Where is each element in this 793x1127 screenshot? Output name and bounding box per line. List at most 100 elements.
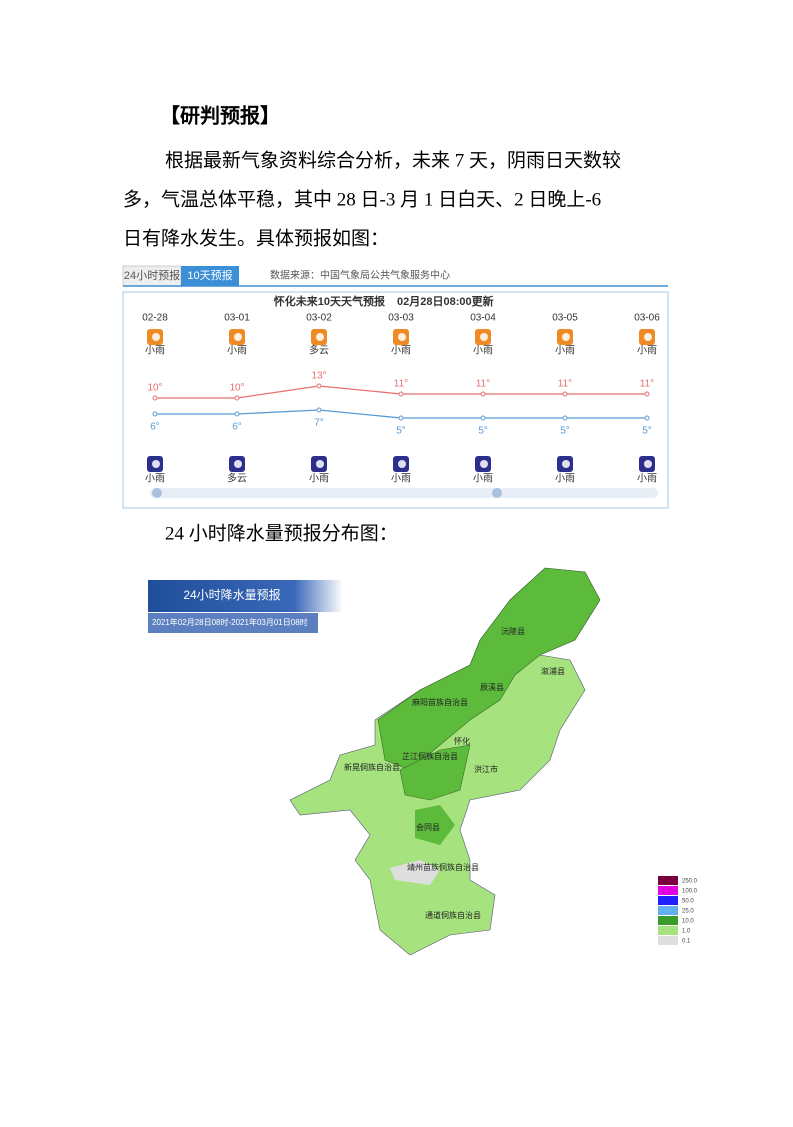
day-weather: 小雨: [391, 345, 411, 357]
place-label: 辰溪县: [480, 682, 504, 692]
place-label: 通道侗族自治县: [425, 910, 481, 920]
temp-point: [152, 411, 158, 417]
date: 03-04: [470, 313, 496, 324]
legend-label: 25.0: [682, 909, 694, 915]
place-label: 怀化: [454, 736, 470, 746]
icon-cloud: [316, 460, 324, 468]
legend-swatch: [658, 926, 678, 935]
map-area-dry: [390, 860, 440, 885]
date: 03-03: [388, 313, 414, 324]
tab-label[interactable]: 24小时预报: [124, 268, 180, 282]
temp-point: [316, 407, 322, 413]
legend-label: 50.0: [682, 899, 694, 905]
icon-cloud: [562, 460, 570, 468]
widget-title: 怀化未来10天天气预报: [274, 294, 386, 308]
icon-cloud: [152, 460, 160, 468]
legend-swatch: [658, 896, 678, 905]
place-label: 沅陵县: [501, 626, 525, 636]
map-legend: 250.0 100.0 50.0 25.0 10.0 1.0 0.1: [658, 876, 698, 945]
icon-cloud: [316, 333, 324, 341]
section-heading: 24 小时降水量预报分布图：: [165, 522, 398, 544]
map-regions: [289, 567, 601, 956]
tab-active[interactable]: [181, 266, 239, 286]
night-weather: 小雨: [473, 473, 493, 485]
legend-label: 250.0: [682, 879, 698, 885]
icon-cloud: [480, 333, 488, 341]
place-label: 麻阳苗族自治县: [412, 697, 468, 707]
temp-point: [644, 391, 650, 397]
temp-point: [234, 411, 240, 417]
temp-label: 10°: [147, 383, 162, 394]
temp-label: 5°: [560, 426, 570, 437]
paragraph-line: 多，气温总体平稳，其中 28 日-3 月 1 日白天、2 日晚上-6: [123, 188, 601, 210]
legend-swatch: [658, 936, 678, 945]
source: 数据来源：中国气象局公共气象服务中心: [270, 269, 450, 282]
scroll-handle[interactable]: [152, 488, 162, 498]
icon-cloud: [152, 333, 160, 341]
temp-label: 11°: [640, 379, 654, 390]
date: 02-28: [142, 313, 168, 324]
night-weather: 小雨: [637, 473, 657, 485]
map-subtitle: 2021年02月28日08时-2021年03月01日08时: [152, 617, 308, 627]
legend-swatch: [658, 906, 678, 915]
tab-label[interactable]: 10天预报: [187, 268, 232, 282]
night-weather: 多云: [227, 472, 247, 485]
place-label: 洪江市: [474, 764, 498, 774]
legend-label: 100.0: [682, 889, 698, 895]
scrollbar[interactable]: [150, 488, 658, 498]
temp-point: [480, 391, 486, 397]
day-weather: 小雨: [637, 345, 657, 357]
paragraph-line: 根据最新气象资料综合分析，未来 7 天，阴雨日天数较: [165, 149, 621, 171]
day-weather: 小雨: [227, 345, 247, 357]
day-weather: 小雨: [145, 345, 165, 357]
legend-swatch: [658, 886, 678, 895]
temp-label: 11°: [394, 379, 408, 390]
heading: 【研判预报】: [160, 104, 280, 128]
temp-label: 13°: [311, 371, 326, 382]
widget-updated: 02月28日08:00更新: [397, 294, 494, 308]
temp-point: [234, 395, 240, 401]
scroll-handle[interactable]: [492, 488, 502, 498]
temp-point: [152, 395, 158, 401]
map-banner: [148, 580, 343, 612]
temp-label: 5°: [478, 426, 488, 437]
place-label: 溆浦县: [541, 666, 565, 676]
legend-label: 1.0: [682, 929, 691, 935]
temp-point: [398, 415, 404, 421]
night-weather: 小雨: [145, 473, 165, 485]
temp-label: 10°: [229, 383, 244, 394]
temp-label: 7°: [314, 418, 324, 429]
night-weather: 小雨: [391, 473, 411, 485]
legend-label: 10.0: [682, 919, 694, 925]
legend-swatch: [658, 916, 678, 925]
place-label: 靖州苗族侗族自治县: [407, 862, 479, 872]
map-area-wet: [415, 805, 455, 845]
day-weather: 小雨: [473, 345, 493, 357]
map-area-wet: [377, 567, 601, 771]
map-title: 24小时降水量预报: [183, 587, 280, 602]
date: 03-02: [306, 313, 332, 324]
date: 03-01: [224, 313, 250, 324]
forecast-chart: 02-28小雨小雨03-01小雨多云03-02多云小雨03-03小雨小雨03-0…: [142, 313, 660, 485]
temp-point: [644, 415, 650, 421]
day-weather: 小雨: [555, 345, 575, 357]
legend-label: 0.1: [682, 939, 691, 945]
day-weather: 多云: [309, 344, 329, 357]
temp-point: [562, 391, 568, 397]
map-banner-sub: [148, 613, 318, 633]
temp-label: 5°: [642, 426, 652, 437]
icon-cloud: [398, 333, 406, 341]
temp-label: 6°: [232, 422, 242, 433]
temp-point: [398, 391, 404, 397]
temp-label: 5°: [396, 426, 406, 437]
widget-frame: [122, 291, 669, 509]
temp-point: [316, 383, 322, 389]
icon-cloud: [644, 333, 652, 341]
night-weather: 小雨: [555, 473, 575, 485]
map-area-wet: [399, 744, 471, 801]
place-label: 会同县: [416, 822, 440, 832]
date: 03-06: [634, 313, 660, 324]
temp-label: 11°: [476, 379, 490, 390]
